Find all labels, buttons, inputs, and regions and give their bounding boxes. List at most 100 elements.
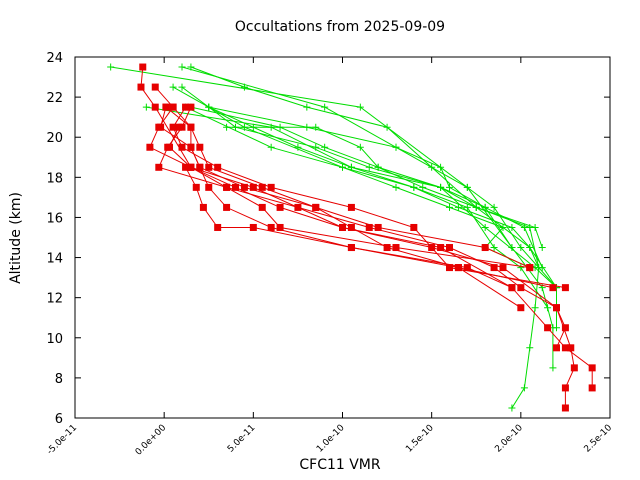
data-point-plus	[463, 203, 471, 211]
data-point-square	[166, 143, 174, 151]
data-point-plus	[508, 244, 516, 252]
green-profile-line	[190, 66, 540, 409]
green-profile-line	[181, 66, 557, 328]
x-tick-label: -5.0e-11	[45, 423, 79, 457]
data-point-square	[249, 223, 257, 231]
data-point-square	[187, 123, 195, 131]
data-point-plus	[437, 163, 445, 171]
data-point-square	[567, 344, 575, 352]
data-point-square	[178, 143, 186, 151]
data-point-plus	[178, 83, 186, 91]
y-tick-label: 10	[46, 332, 63, 347]
y-tick-label: 16	[46, 211, 63, 226]
x-tick-label: 5.0e-11	[226, 423, 258, 455]
data-point-square	[182, 163, 190, 171]
data-point-plus	[549, 364, 557, 372]
data-point-square	[490, 264, 498, 272]
data-point-square	[561, 324, 569, 332]
data-point-plus	[321, 103, 329, 111]
data-point-plus	[365, 163, 373, 171]
data-point-square	[446, 244, 453, 252]
data-point-square	[392, 244, 400, 252]
red-profile	[146, 83, 596, 392]
data-point-square	[347, 223, 355, 231]
data-point-square	[481, 244, 489, 252]
data-point-plus	[303, 103, 311, 111]
y-axis: 6 8 10 12 14 16 18 20 22 24	[46, 51, 610, 427]
data-point-square	[312, 203, 320, 211]
red-profile	[169, 103, 525, 312]
data-point-plus	[508, 223, 516, 231]
data-point-square	[157, 123, 165, 131]
data-point-square	[146, 143, 154, 151]
data-point-square	[187, 143, 195, 151]
data-point-plus	[481, 203, 489, 211]
data-point-plus	[187, 63, 195, 71]
data-point-square	[588, 364, 596, 372]
green-profile-line	[146, 106, 540, 268]
data-point-square	[169, 103, 177, 111]
data-point-plus	[531, 304, 539, 312]
data-point-square	[151, 83, 159, 91]
data-point-plus	[526, 344, 534, 352]
y-tick-label: 12	[46, 292, 63, 307]
data-point-plus	[392, 183, 400, 191]
y-tick-label: 6	[55, 412, 63, 427]
x-tick-label: 2.0e-10	[493, 423, 525, 455]
green-profile	[187, 63, 543, 412]
data-point-square	[588, 384, 596, 392]
data-point-square	[182, 103, 190, 111]
data-point-plus	[178, 63, 186, 71]
data-point-square	[570, 364, 578, 372]
red-profile	[182, 163, 557, 292]
data-point-plus	[437, 183, 445, 191]
data-point-plus	[446, 183, 453, 191]
data-point-plus	[356, 103, 364, 111]
data-point-plus	[107, 63, 115, 71]
plot-frame	[74, 56, 611, 419]
red-profile-line	[172, 106, 566, 289]
data-point-square	[276, 223, 284, 231]
data-point-plus	[520, 384, 528, 392]
data-point-square	[214, 223, 222, 231]
data-point-square	[187, 163, 195, 171]
data-point-plus	[142, 103, 150, 111]
data-point-square	[553, 344, 560, 352]
data-point-square	[151, 103, 159, 111]
data-point-plus	[339, 163, 346, 171]
data-point-square	[454, 264, 462, 272]
data-point-plus	[356, 143, 364, 151]
data-point-plus	[508, 404, 516, 412]
data-point-square	[553, 304, 560, 312]
data-point-plus	[490, 244, 498, 252]
data-point-square	[508, 284, 516, 292]
data-point-square	[178, 123, 186, 131]
data-point-plus	[490, 203, 498, 211]
y-tick-label: 18	[46, 171, 63, 186]
x-tick-label: 0.0e+00	[134, 423, 169, 458]
data-point-square	[258, 183, 266, 191]
data-point-square	[199, 203, 207, 211]
y-tick-label: 24	[46, 51, 63, 66]
data-point-plus	[321, 143, 329, 151]
green-profile-line	[190, 106, 543, 248]
data-point-plus	[169, 83, 177, 91]
data-point-square	[258, 203, 266, 211]
data-point-square	[517, 284, 525, 292]
data-point-plus	[374, 163, 382, 171]
data-point-plus	[531, 223, 539, 231]
red-profile-line	[160, 106, 513, 289]
data-point-plus	[538, 264, 546, 272]
data-point-plus	[544, 304, 552, 312]
data-point-plus	[520, 223, 528, 231]
data-point-square	[347, 203, 355, 211]
data-point-square	[223, 183, 231, 191]
data-point-square	[276, 203, 284, 211]
red-profile-line	[149, 86, 593, 388]
data-point-plus	[312, 143, 320, 151]
data-point-square	[240, 183, 248, 191]
data-point-plus	[303, 123, 311, 131]
data-point-plus	[419, 183, 427, 191]
data-point-square	[374, 223, 382, 231]
